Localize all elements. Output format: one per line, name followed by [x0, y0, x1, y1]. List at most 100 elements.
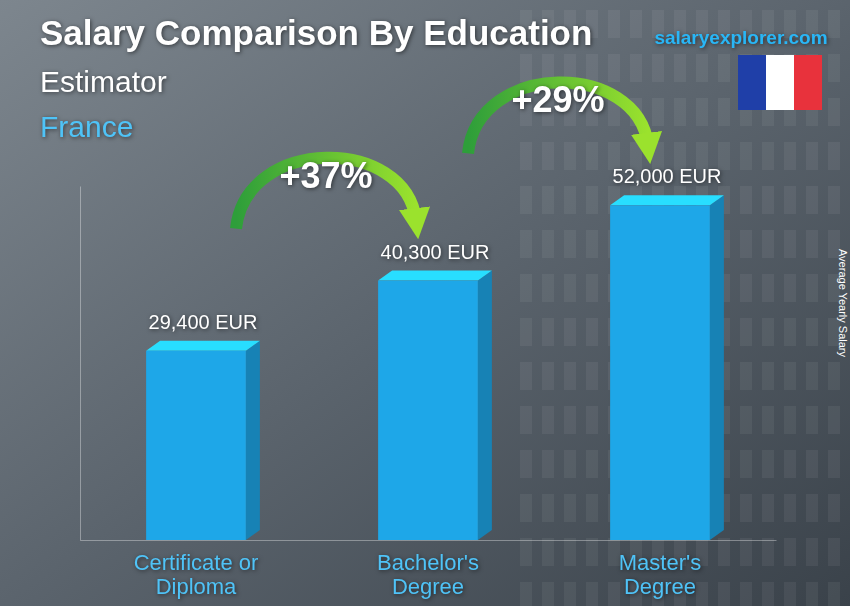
- window: [740, 274, 752, 302]
- bar-side: [246, 341, 260, 540]
- window: [542, 230, 554, 258]
- title: Salary Comparison By Education: [40, 13, 592, 52]
- window: [762, 186, 774, 214]
- window: [806, 318, 818, 346]
- window: [586, 230, 598, 258]
- window: [652, 54, 664, 82]
- window: [586, 186, 598, 214]
- window: [740, 406, 752, 434]
- window: [828, 10, 840, 38]
- window: [542, 494, 554, 522]
- bar: [378, 281, 478, 540]
- window: [828, 582, 840, 606]
- source: salaryexplorer.com: [654, 27, 827, 48]
- window: [542, 406, 554, 434]
- window: [762, 406, 774, 434]
- x-axis: Certificate orDiplomaBachelor'sDegreeMas…: [81, 540, 777, 599]
- window: [784, 406, 796, 434]
- window: [762, 142, 774, 170]
- window: [784, 362, 796, 390]
- window: [542, 538, 554, 566]
- window: [542, 450, 554, 478]
- window: [608, 54, 620, 82]
- x-tick-label: Master'sDegree: [619, 550, 701, 599]
- window: [520, 406, 532, 434]
- window: [828, 98, 840, 126]
- window: [696, 54, 708, 82]
- window: [740, 142, 752, 170]
- window: [740, 450, 752, 478]
- window: [784, 186, 796, 214]
- window: [542, 142, 554, 170]
- window: [520, 494, 532, 522]
- window: [828, 142, 840, 170]
- annotation-label: +37%: [279, 155, 372, 196]
- window: [762, 362, 774, 390]
- window: [762, 582, 774, 606]
- window: [586, 582, 598, 606]
- flag-stripe: [794, 55, 822, 110]
- window: [718, 538, 730, 566]
- window: [718, 54, 730, 82]
- window: [608, 10, 620, 38]
- window: [564, 362, 576, 390]
- window: [586, 142, 598, 170]
- window: [520, 230, 532, 258]
- window: [564, 582, 576, 606]
- window: [784, 318, 796, 346]
- bar-group: [146, 341, 260, 540]
- window: [828, 450, 840, 478]
- window: [630, 54, 642, 82]
- window: [806, 538, 818, 566]
- window: [784, 582, 796, 606]
- window: [696, 582, 708, 606]
- bar: [146, 351, 246, 540]
- window: [586, 406, 598, 434]
- x-axis-line: [81, 540, 777, 541]
- window: [564, 318, 576, 346]
- window: [806, 450, 818, 478]
- window: [586, 494, 598, 522]
- window: [828, 362, 840, 390]
- window: [586, 54, 598, 82]
- bar-group: [378, 271, 492, 540]
- y-axis-line: [80, 187, 81, 541]
- window: [806, 362, 818, 390]
- window: [762, 318, 774, 346]
- window: [762, 494, 774, 522]
- bar-top: [146, 341, 260, 351]
- window: [564, 142, 576, 170]
- window: [542, 582, 554, 606]
- window: [652, 98, 664, 126]
- window: [762, 274, 774, 302]
- window: [784, 494, 796, 522]
- background: [0, 0, 850, 606]
- data-label: 29,400 EUR: [149, 311, 258, 333]
- window: [718, 98, 730, 126]
- window: [520, 318, 532, 346]
- window: [586, 318, 598, 346]
- window: [762, 230, 774, 258]
- window: [520, 186, 532, 214]
- bar-top: [378, 271, 492, 281]
- window: [542, 362, 554, 390]
- window: [828, 538, 840, 566]
- window: [806, 494, 818, 522]
- y-axis-title: Average Yearly Salary: [837, 249, 849, 358]
- window: [564, 274, 576, 302]
- window: [520, 450, 532, 478]
- bar-top: [610, 195, 724, 205]
- country: France: [40, 110, 133, 143]
- window: [674, 98, 686, 126]
- window: [564, 494, 576, 522]
- window: [542, 274, 554, 302]
- window: [586, 538, 598, 566]
- window: [564, 186, 576, 214]
- window: [520, 274, 532, 302]
- flag-stripe: [766, 55, 794, 110]
- window: [586, 362, 598, 390]
- window: [828, 186, 840, 214]
- window: [828, 54, 840, 82]
- window: [674, 54, 686, 82]
- window: [718, 582, 730, 606]
